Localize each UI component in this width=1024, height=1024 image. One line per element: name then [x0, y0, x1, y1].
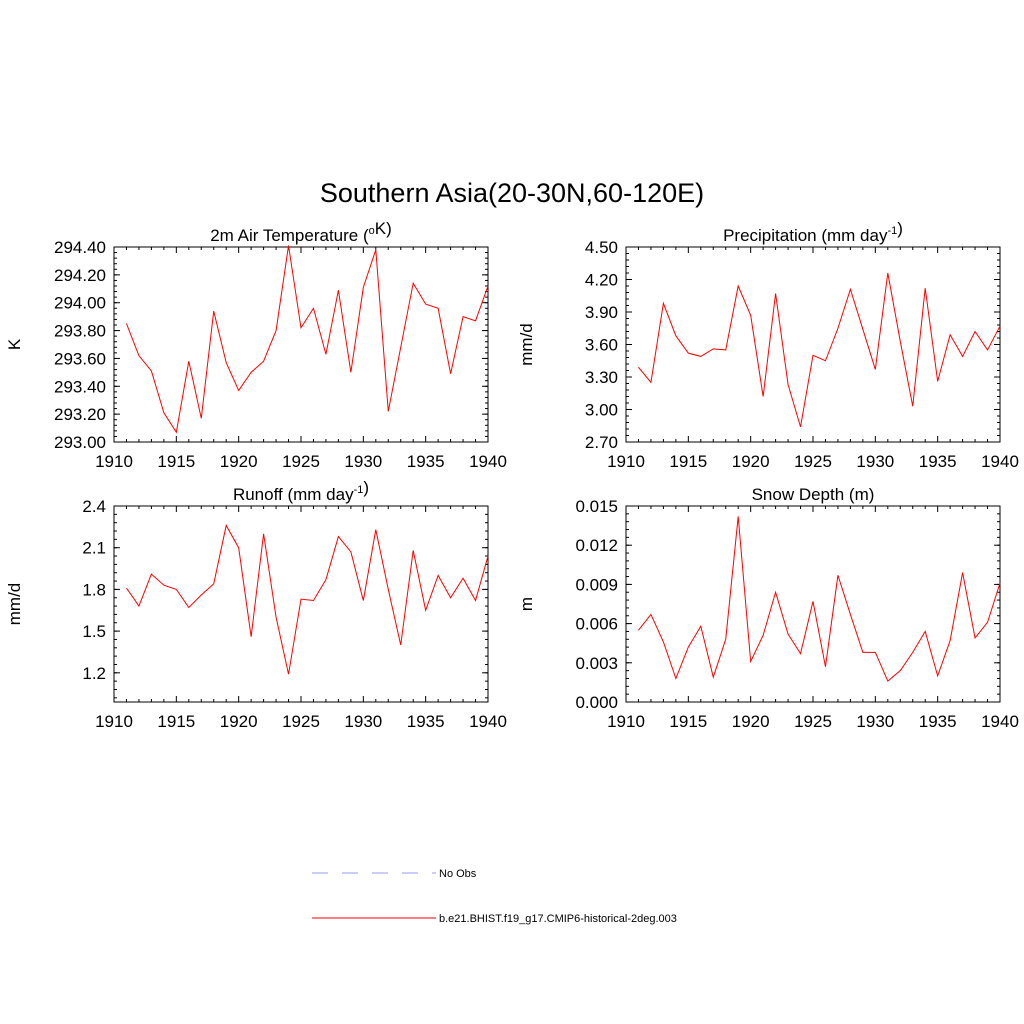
y-axis-label: mm/d [5, 583, 24, 626]
x-tick-label: 1915 [669, 712, 707, 731]
x-tick-label: 1910 [607, 712, 645, 731]
y-tick-label: 0.009 [575, 575, 618, 594]
x-tick-label: 1925 [282, 712, 320, 731]
y-tick-label: 293.60 [54, 349, 106, 368]
x-tick-label: 1915 [157, 712, 195, 731]
figure-title: Southern Asia(20-30N,60-120E) [320, 178, 704, 208]
y-tick-label: 2.70 [585, 433, 618, 452]
x-tick-label: 1920 [732, 452, 770, 471]
panel-title: Runoff (mm day-1) [233, 478, 369, 504]
legend: No Obs b.e21.BHIST.f19_g17.CMIP6-historic… [312, 868, 677, 925]
y-tick-label: 3.00 [585, 401, 618, 420]
y-tick-label: 293.80 [54, 322, 106, 341]
x-tick-label: 1930 [344, 452, 382, 471]
legend-label: b.e21.BHIST.f19_g17.CMIP6-historical-2de… [439, 913, 677, 925]
panel-title: Precipitation (mm day-1) [723, 219, 903, 245]
y-tick-label: 0.015 [575, 497, 618, 516]
y-tick-label: 294.00 [54, 294, 106, 313]
x-tick-label: 1925 [794, 452, 832, 471]
x-tick-label: 1940 [981, 452, 1019, 471]
y-tick-label: 3.30 [585, 368, 618, 387]
x-tick-label: 1930 [856, 452, 894, 471]
x-tick-label: 1925 [282, 452, 320, 471]
y-tick-label: 0.012 [575, 536, 618, 555]
y-tick-label: 2.1 [82, 539, 106, 558]
x-tick-label: 1920 [220, 712, 258, 731]
x-tick-label: 1935 [407, 452, 445, 471]
y-tick-label: 294.40 [54, 238, 106, 257]
panel-title: Snow Depth (m) [752, 485, 875, 504]
x-tick-label: 1915 [669, 452, 707, 471]
y-axis-label: mm/d [517, 323, 536, 366]
y-axis-label: K [5, 338, 24, 350]
panels: 2m Air Temperature (oK) K 1910 1915 1920 1925… [5, 219, 1019, 731]
series-line [126, 245, 489, 434]
plot-frame [113, 246, 489, 443]
y-tick-label: 293.40 [54, 377, 106, 396]
legend-label: No Obs [439, 868, 477, 880]
chart-panel-2: Precipitation (mm day-1) mm/d 1910 1915 1920… [517, 219, 1019, 471]
y-axis-label: m [517, 597, 536, 611]
x-tick-label: 1935 [919, 712, 957, 731]
y-tick-label: 0.003 [575, 654, 618, 673]
chart-panel-3: Runoff (mm day-1) mm/d 1910 1915 1920 1925 193… [5, 478, 507, 731]
y-tick-label: 1.8 [82, 580, 106, 599]
x-tick-label: 1935 [919, 452, 957, 471]
series-line [126, 524, 489, 675]
y-tick-label: 0.000 [575, 693, 618, 712]
y-tick-label: 2.4 [82, 497, 106, 516]
y-tick-label: 293.00 [54, 433, 106, 452]
x-tick-label: 1910 [95, 712, 133, 731]
x-tick-label: 1940 [469, 712, 507, 731]
x-tick-label: 1940 [981, 712, 1019, 731]
series-line [638, 516, 1001, 682]
y-tick-label: 4.50 [585, 238, 618, 257]
y-tick-label: 4.20 [585, 271, 618, 290]
y-tick-label: 1.5 [82, 622, 106, 641]
x-tick-label: 1935 [407, 712, 445, 731]
series-line [638, 272, 1001, 427]
chart-panel-4: Snow Depth (m) m 1910 1915 1920 1925 1930 1935 1… [517, 485, 1019, 731]
x-tick-label: 1920 [732, 712, 770, 731]
plot-frame [113, 505, 489, 703]
y-tick-label: 294.20 [54, 266, 106, 285]
x-tick-label: 1910 [95, 452, 133, 471]
x-tick-label: 1925 [794, 712, 832, 731]
x-tick-label: 1930 [344, 712, 382, 731]
x-tick-label: 1930 [856, 712, 894, 731]
x-tick-label: 1920 [220, 452, 258, 471]
x-tick-label: 1910 [607, 452, 645, 471]
panel-title: 2m Air Temperature (oK) [210, 219, 392, 245]
y-tick-label: 1.2 [82, 664, 106, 683]
x-tick-label: 1940 [469, 452, 507, 471]
y-tick-label: 3.60 [585, 336, 618, 355]
chart-panel-1: 2m Air Temperature (oK) K 1910 1915 1920 1925… [5, 219, 507, 471]
y-tick-label: 0.006 [575, 615, 618, 634]
y-tick-label: 3.90 [585, 303, 618, 322]
x-tick-label: 1915 [157, 452, 195, 471]
y-tick-label: 293.20 [54, 405, 106, 424]
